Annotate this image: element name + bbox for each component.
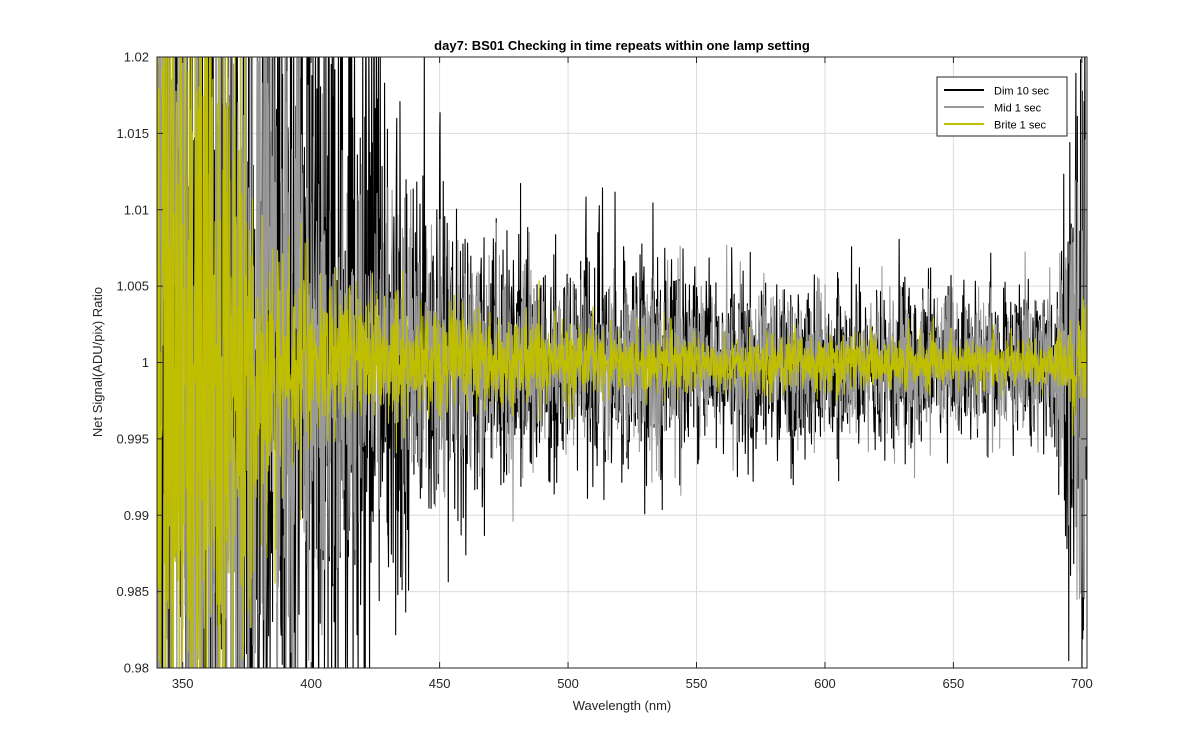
y-axis-label: Net Signal(ADU/pix) Ratio [90,287,105,437]
series-line-brite-1-sec [157,57,1087,668]
x-tick-label: 650 [943,676,965,691]
chart-title: day7: BS01 Checking in time repeats with… [434,38,810,53]
y-tick-label: 0.98 [124,661,149,676]
legend: Dim 10 sec Mid 1 sec Brite 1 sec [936,76,1068,137]
axis-ticks [157,56,1087,669]
x-tick-label: 550 [686,676,708,691]
legend-label-mid: Mid 1 sec [994,103,1042,115]
x-tick-label: 700 [1071,676,1093,691]
y-tick-label: 1.01 [124,202,149,217]
y-tick-label: 1.005 [116,279,149,294]
legend-label-brite: Brite 1 sec [994,120,1046,132]
y-tick-label: 1 [142,355,149,370]
y-tick-label: 0.99 [124,508,149,523]
x-tick-label: 600 [814,676,836,691]
series-layer [157,57,1087,668]
x-tick-label: 350 [172,676,194,691]
x-tick-labels: 350 400 450 500 550 600 650 700 [172,676,1093,691]
y-tick-label: 1.02 [124,50,149,65]
y-tick-labels: 0.98 0.985 0.99 0.995 1 1.005 1.01 1.015 1.02 [116,50,149,676]
x-axis-label: Wavelength (nm) [573,698,672,713]
y-tick-label: 0.995 [116,431,149,446]
y-tick-label: 1.015 [116,126,149,141]
legend-label-dim: Dim 10 sec [994,86,1050,98]
x-tick-label: 400 [300,676,322,691]
y-tick-label: 0.985 [116,584,149,599]
x-tick-label: 500 [557,676,579,691]
x-tick-label: 450 [429,676,451,691]
